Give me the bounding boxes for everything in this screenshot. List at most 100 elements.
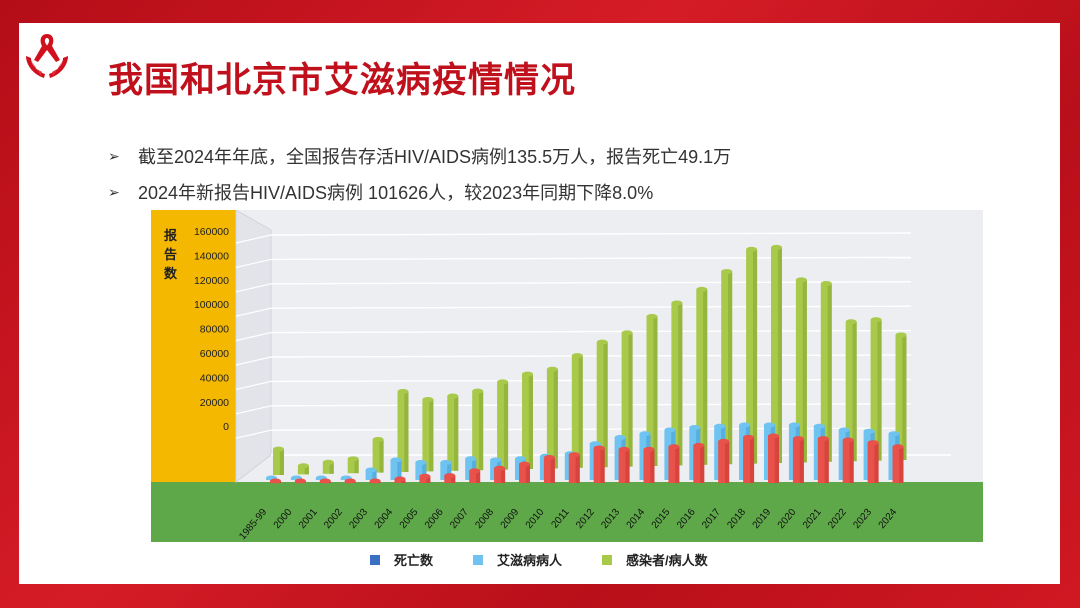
bar-deaths-cap: [568, 452, 580, 458]
bar-aids-cap: [863, 428, 875, 434]
bar-aids-cap: [714, 423, 726, 429]
bar-deaths-cap: [494, 465, 506, 471]
bar-aids-cap: [614, 435, 626, 440]
bar-deaths-shade: [749, 437, 755, 483]
bar-infected-body: [646, 316, 658, 466]
bar-infected-body: [671, 302, 683, 466]
bar-infected-body: [422, 399, 434, 472]
bar-infected-body: [746, 249, 758, 464]
bar-aids-cap: [365, 467, 377, 473]
bar-aids-cap: [440, 460, 452, 465]
bar-deaths-cap: [469, 468, 481, 474]
bar-infected: [820, 281, 832, 462]
bar-infected: [596, 339, 608, 468]
bar-infected-cap: [347, 456, 359, 462]
bar-deaths-shade: [650, 449, 655, 483]
bar-infected-cap: [372, 437, 384, 443]
bar-deaths: [394, 476, 406, 483]
bar-infected-cap: [322, 459, 334, 465]
bar-infected-shade: [553, 369, 558, 469]
bar-infected-body: [546, 369, 558, 469]
bar-infected-body: [273, 449, 284, 475]
bar-aids: [440, 460, 452, 480]
bar-infected-shade: [777, 247, 782, 463]
bullet-item: ➢ 截至2024年年底，全国报告存活HIV/AIDS病例135.5万人，报告死亡…: [108, 138, 731, 174]
bar-aids-cap: [788, 422, 800, 428]
bar-deaths-body: [519, 464, 530, 483]
bar-infected-shade: [578, 355, 583, 468]
bar-deaths: [743, 434, 755, 483]
bar-deaths-body: [444, 475, 456, 483]
bar-deaths: [319, 478, 331, 484]
gridline: [270, 256, 912, 261]
bar-infected-cap: [795, 277, 807, 283]
bar-deaths: [693, 442, 705, 483]
bar-deaths-shade: [625, 449, 630, 483]
bar-aids: [390, 457, 402, 480]
bar-infected-cap: [771, 244, 782, 250]
bar-infected-body: [895, 334, 907, 460]
bar-infected-body: [696, 289, 708, 465]
bar-infected-shade: [703, 289, 708, 465]
bar-infected: [397, 389, 409, 472]
bar-deaths: [419, 473, 431, 483]
bar-deaths-cap: [543, 454, 555, 460]
bar-infected-cap: [571, 353, 583, 359]
bar-deaths-body: [892, 446, 904, 483]
bar-infected-body: [721, 271, 733, 465]
bar-infected-cap: [746, 246, 758, 252]
bar-deaths-shade: [451, 475, 456, 483]
bar-aids-cap: [689, 425, 701, 430]
bar-aids-cap: [739, 422, 751, 428]
y-tick-label: 60000: [200, 348, 229, 360]
bar-infected-shade: [279, 449, 284, 475]
y-tick-label: 160000: [194, 226, 229, 238]
bar-infected-shade: [628, 332, 633, 467]
bar-aids-cap: [764, 422, 775, 428]
bar-infected: [870, 317, 882, 461]
bar-infected-shade: [603, 342, 608, 468]
bar-deaths-cap: [867, 440, 879, 446]
bar-deaths-cap: [817, 436, 829, 442]
bar-deaths-cap: [419, 473, 431, 479]
bar-infected-shade: [877, 319, 882, 461]
bar-deaths-cap: [519, 461, 530, 467]
bar-infected: [322, 459, 334, 474]
bar-infected-cap: [621, 330, 633, 336]
bar-infected-shade: [827, 283, 832, 462]
gridline-side: [235, 356, 272, 366]
bar-aids-shade: [372, 470, 377, 480]
x-axis-band: [151, 482, 983, 542]
legend-label: 感染者/病人数: [626, 553, 708, 568]
bar-infected-shade: [678, 302, 683, 466]
bar-deaths-shade: [525, 464, 530, 483]
bar-infected-body: [297, 465, 309, 475]
bar-deaths-body: [643, 449, 655, 483]
y-tick-label: 20000: [200, 397, 229, 409]
bar-deaths-body: [842, 440, 854, 483]
legend-item-deaths: 死亡数: [370, 550, 433, 569]
bar-infected-shade: [354, 458, 359, 474]
bar-infected: [845, 319, 857, 462]
bar-deaths-body: [693, 445, 705, 483]
bar-deaths-body: [543, 457, 555, 483]
bar-infected-shade: [752, 249, 758, 464]
bar-infected-cap: [870, 317, 882, 323]
gridline-side: [235, 380, 272, 390]
bar-infected: [895, 332, 907, 460]
page-title: 我国和北京市艾滋病疫情情况: [108, 61, 577, 100]
bar-infected: [497, 379, 509, 470]
bar-infected: [522, 371, 533, 469]
y-tick-label: 80000: [200, 324, 229, 336]
y-axis-label: 数: [164, 266, 178, 281]
bar-deaths-cap: [792, 436, 804, 442]
bar-infected-body: [472, 391, 484, 471]
y-tick-label: 140000: [194, 250, 229, 262]
bar-deaths: [643, 446, 655, 483]
bar-deaths: [792, 436, 804, 483]
y-tick-label: 40000: [200, 372, 229, 384]
bar-deaths-shade: [849, 440, 854, 483]
bar-deaths-shade: [874, 442, 879, 483]
bar-infected-cap: [297, 463, 309, 469]
bar-infected-cap: [546, 366, 558, 372]
